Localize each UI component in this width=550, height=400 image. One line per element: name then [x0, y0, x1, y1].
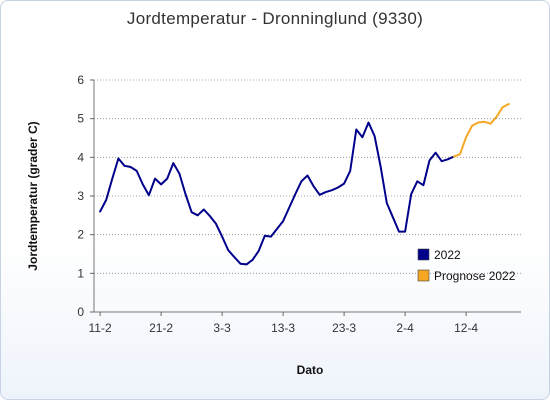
legend-label: 2022: [434, 248, 461, 262]
y-tick-label: 4: [77, 150, 84, 164]
legend: 2022 Prognose 2022: [417, 248, 516, 283]
series-lines: [99, 103, 510, 266]
y-tick-label: 6: [77, 73, 84, 87]
y-tick-label: 3: [77, 189, 84, 203]
x-tick-label: 13-3: [271, 321, 295, 335]
y-tick-label: 2: [77, 228, 84, 242]
grid: [94, 79, 521, 274]
x-tick-label: 23-3: [332, 321, 356, 335]
y-axis-label: Jordtemperatur (grader C): [26, 121, 40, 270]
legend-swatch: [417, 248, 430, 261]
y-tick-label: 5: [77, 112, 84, 126]
x-tick-label: 11-2: [89, 321, 112, 335]
x-tick-label: 12-4: [454, 321, 478, 335]
x-tick-label: 21-2: [149, 321, 173, 335]
series-prognose-line: [452, 103, 510, 158]
legend-swatch: [417, 269, 430, 282]
legend-label: Prognose 2022: [434, 269, 516, 283]
x-ticks: 11-2 21-2 3-3 13-3 23-3 2-4 12-4: [89, 312, 478, 335]
chart-title: Jordtemperatur - Dronninglund (9330): [127, 9, 423, 28]
x-tick-label: 2-4: [396, 321, 414, 335]
x-axis-label: Dato: [297, 363, 324, 377]
y-tick-label: 1: [77, 266, 84, 280]
y-tick-label: 0: [77, 305, 84, 319]
x-tick-label: 3-3: [213, 321, 231, 335]
y-ticks: 0 1 2 3 4 5 6: [77, 73, 94, 319]
series-2022-line: [99, 121, 455, 266]
